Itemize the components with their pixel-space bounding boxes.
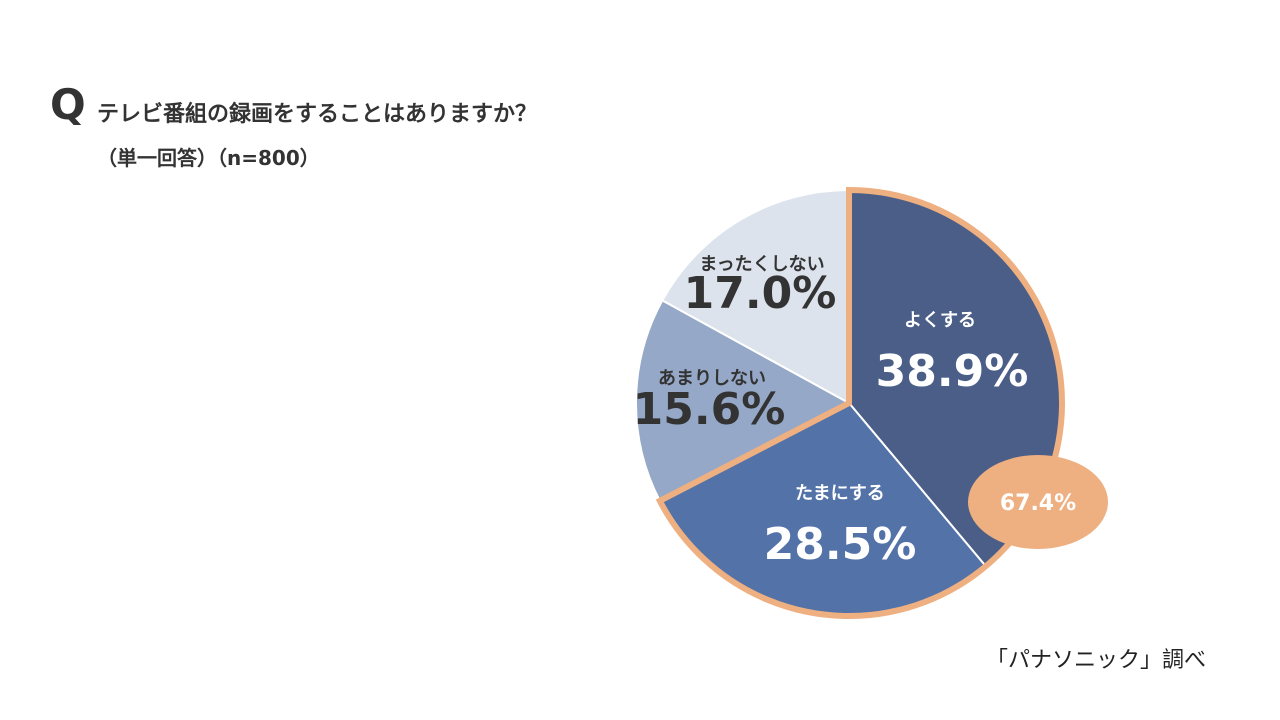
slice-label-mattaku-shinai: まったくしない xyxy=(699,254,824,275)
slice-value-mattaku-shinai: 17.0% xyxy=(684,268,837,319)
slice-label-amari-shinai: あまりしない xyxy=(658,368,766,389)
question-subtitle: （単一回答）（n=800） xyxy=(97,146,320,170)
highlight-total-label: 67.4% xyxy=(1000,491,1076,516)
slice-label-tamani-suru: たまにする xyxy=(795,483,885,504)
pie-slice-mattaku-shinai xyxy=(660,188,850,405)
slice-value-tamani-suru: 28.5% xyxy=(764,519,917,570)
slice-value-yoku-suru: 38.9% xyxy=(876,346,1029,397)
pie-slice-amari-shinai xyxy=(635,299,852,503)
question-mark: Q xyxy=(50,80,86,129)
source-note: 「パナソニック」調べ xyxy=(986,648,1207,673)
question-title: テレビ番組の録画をすることはありますか？ xyxy=(97,102,538,127)
slice-value-amari-shinai: 15.6% xyxy=(633,384,786,435)
slice-label-yoku-suru: よくする xyxy=(904,310,976,331)
highlight-bubble xyxy=(968,455,1108,549)
